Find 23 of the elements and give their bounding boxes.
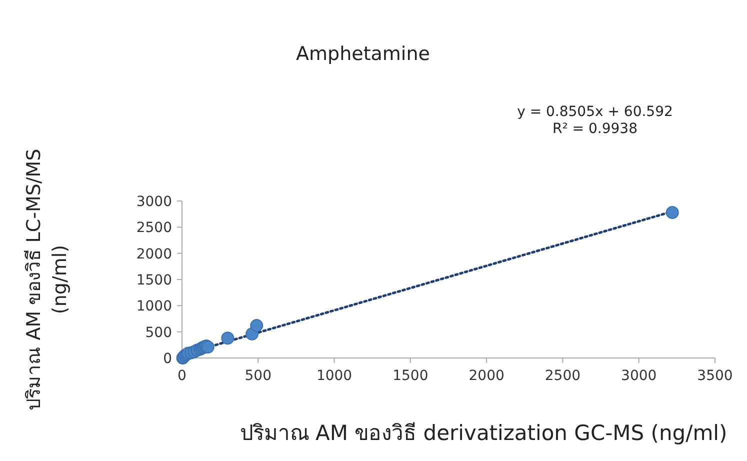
y-tick-label: 2500 bbox=[136, 220, 172, 236]
point bbox=[666, 206, 679, 220]
x-tick-label: 2000 bbox=[468, 368, 504, 384]
y-tick-label: 0 bbox=[163, 351, 172, 367]
text: y = 0.8505x + 60.592 bbox=[517, 104, 673, 120]
x-tick-label: 3000 bbox=[621, 368, 657, 384]
x-axis-title: ปริมาณ AM ของวิธี derivatization GC-MS (ng/ml) bbox=[240, 421, 728, 445]
x-tick-label: 2500 bbox=[544, 368, 581, 384]
y-tick-label: 500 bbox=[145, 324, 172, 341]
y-tick-label: 3000 bbox=[136, 194, 172, 210]
text: R² = 0.9938 bbox=[552, 121, 638, 137]
y-tick-label: 1000 bbox=[136, 298, 172, 315]
x-tick-label: 1500 bbox=[392, 368, 428, 384]
x-tick-label: 500 bbox=[244, 368, 272, 384]
point bbox=[221, 332, 234, 345]
x-tick-label: 1000 bbox=[316, 368, 352, 384]
chart-title: Amphetamine bbox=[296, 43, 430, 65]
x-tick-label: 0 bbox=[178, 368, 186, 384]
y-tick-label: 1500 bbox=[136, 272, 172, 288]
y-tick-label: 2000 bbox=[136, 246, 172, 262]
point bbox=[250, 319, 264, 332]
y-axis-title: ปริมาณ AM ของวิธี LC-MS/MS (ng/ml) bbox=[23, 148, 71, 410]
x-tick-label: 3500 bbox=[697, 368, 733, 384]
